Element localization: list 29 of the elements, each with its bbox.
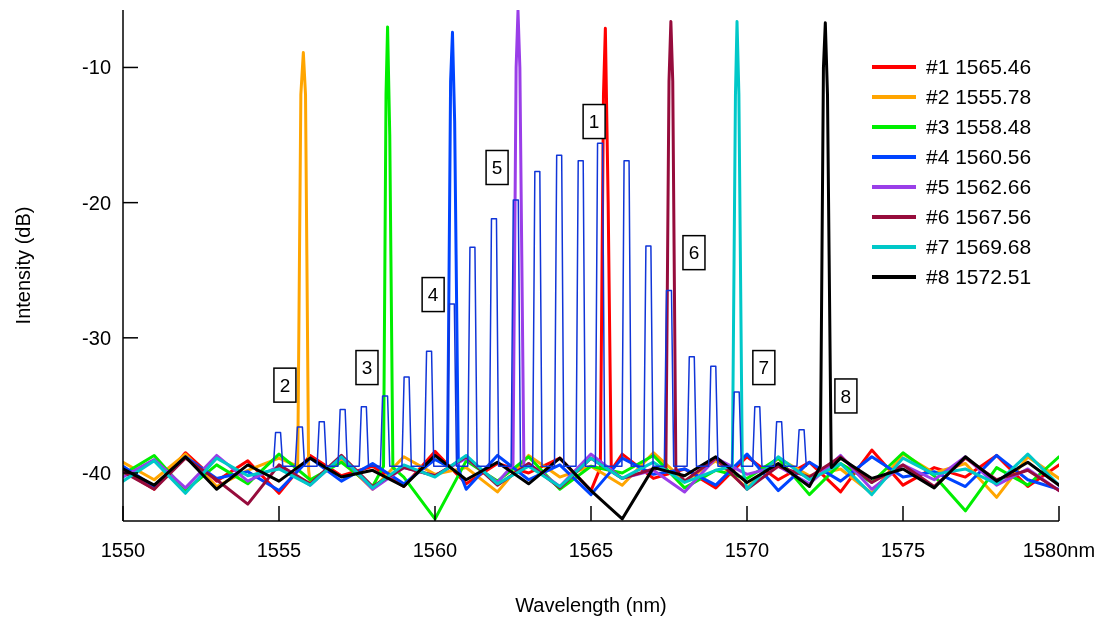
x-tick-label: 1570 xyxy=(724,539,770,561)
y-tick-label: -10 xyxy=(82,56,111,79)
annotation: 1 xyxy=(588,111,600,133)
annotation: 6 xyxy=(688,242,700,264)
legend-label: #7 1569.68 xyxy=(926,235,1032,259)
legend-label: #3 1558.48 xyxy=(926,115,1032,139)
annotation: 8 xyxy=(840,385,852,407)
x-tick-label: 1560 xyxy=(412,539,458,561)
annotation: 2 xyxy=(279,374,291,396)
x-tick-label: 1580nm xyxy=(1022,539,1096,561)
x-tick-label: 1555 xyxy=(256,539,302,561)
y-axis-title: Intensity (dB) xyxy=(12,206,34,325)
annotation: 5 xyxy=(491,157,503,179)
annotation: 4 xyxy=(427,284,439,306)
y-tick-label: -40 xyxy=(82,462,111,485)
legend-label: #6 1567.56 xyxy=(926,205,1032,229)
legend-label: #4 1560.56 xyxy=(926,145,1032,169)
annotation: 3 xyxy=(361,357,373,379)
y-tick-label: -30 xyxy=(82,326,111,349)
legend-label: #1 1565.46 xyxy=(926,55,1032,79)
x-tick-label: 1550 xyxy=(100,539,146,561)
x-tick-label: 1575 xyxy=(880,539,926,561)
legend-label: #2 1555.78 xyxy=(926,85,1032,109)
legend-label: #8 1572.51 xyxy=(926,265,1032,289)
annotation: 7 xyxy=(758,357,770,379)
y-tick-label: -20 xyxy=(82,191,111,214)
x-axis-title: Wavelength (nm) xyxy=(515,594,667,616)
x-tick-label: 1565 xyxy=(568,539,614,561)
legend-label: #5 1562.66 xyxy=(926,175,1032,199)
